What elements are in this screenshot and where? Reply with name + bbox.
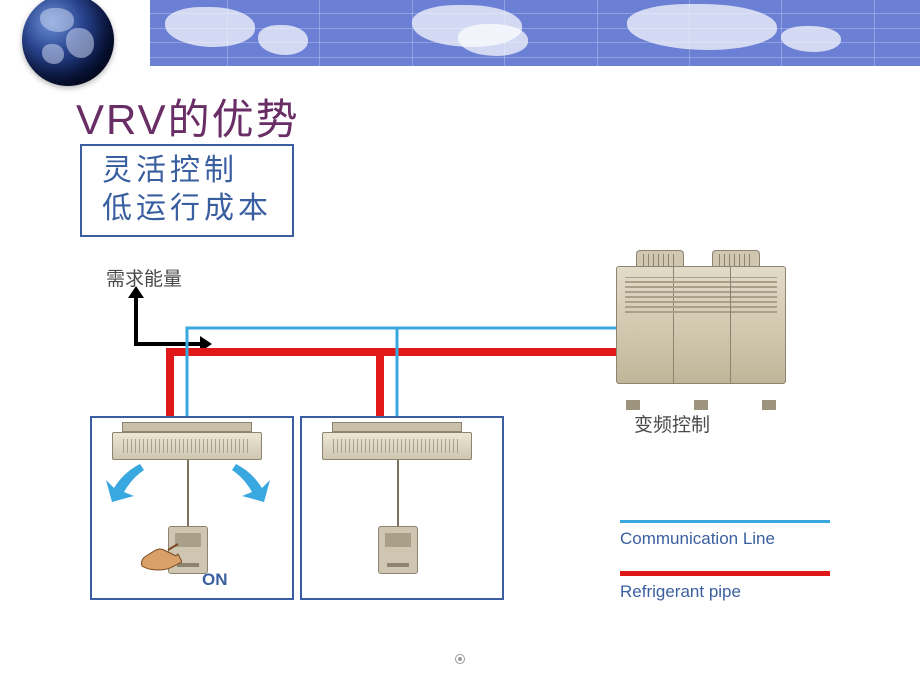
refrigerant-pipe-path (170, 352, 662, 420)
controller-wire-1 (187, 460, 189, 526)
legend-comm-label: Communication Line (620, 529, 850, 549)
on-label: ON (202, 570, 228, 590)
communication-line-path (187, 328, 662, 420)
subtitle-line-1: 灵活控制 (102, 152, 272, 190)
wall-controller-2 (378, 526, 418, 574)
legend-pipe-label: Refrigerant pipe (620, 582, 850, 602)
cassette-unit-1 (122, 422, 252, 460)
header-band (0, 0, 920, 80)
airflow-arrow-left-icon (104, 458, 150, 504)
legend-pipe-line (620, 571, 830, 576)
legend-pipe: Refrigerant pipe (620, 571, 850, 602)
subtitle-line-2: 低运行成本 (102, 190, 272, 228)
cassette-unit-2 (332, 422, 462, 460)
airflow-arrow-right-icon (226, 458, 272, 504)
hand-press-icon (138, 540, 182, 570)
legend-comm-line (620, 520, 830, 523)
legend: Communication Line Refrigerant pipe (620, 520, 850, 624)
subtitle-box: 灵活控制 低运行成本 (80, 144, 294, 237)
page-title: VRV的优势 (76, 86, 300, 147)
legend-comm: Communication Line (620, 520, 850, 549)
footer-marker-icon (455, 654, 465, 664)
controller-wire-2 (397, 460, 399, 526)
system-diagram: 需求能量 变频控制 ON Communication Line (60, 260, 880, 680)
inverter-label: 变频控制 (634, 410, 710, 437)
world-map-strip (150, 0, 920, 66)
outdoor-unit (616, 266, 786, 400)
globe-icon (22, 0, 114, 86)
